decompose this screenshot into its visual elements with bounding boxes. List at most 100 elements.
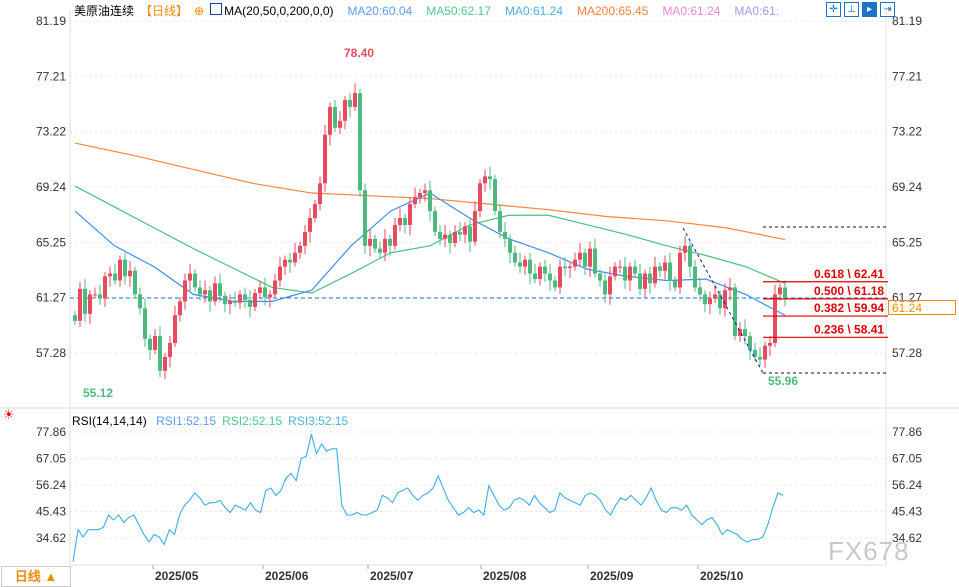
candle-body	[383, 238, 387, 253]
candle-body	[358, 93, 362, 191]
candle-body	[618, 266, 622, 268]
candle-body	[758, 356, 762, 360]
rsi-tick-right: 45.43	[892, 504, 922, 518]
candle-body	[368, 238, 372, 246]
candle-body	[553, 280, 557, 288]
price-tick-left: 77.21	[36, 69, 66, 83]
candle-body	[623, 266, 627, 281]
candle-body	[518, 262, 522, 267]
candle-body	[423, 190, 427, 194]
price-tick-right: 81.19	[892, 14, 922, 28]
fib-trend-line	[682, 227, 764, 374]
candle-body	[733, 287, 737, 337]
recent-low-label: 55.96	[768, 374, 798, 388]
candle-body	[768, 342, 772, 346]
candle-body	[98, 294, 102, 299]
ma-value: MA200:65.45	[576, 4, 649, 18]
candle-body	[188, 273, 192, 281]
candle-body	[588, 248, 592, 267]
candle-body	[738, 329, 742, 337]
candle-body	[363, 190, 367, 246]
candle-body	[133, 270, 137, 295]
candle-body	[713, 294, 717, 299]
candle-body	[143, 308, 147, 339]
candle-body	[103, 276, 107, 299]
candle-body	[313, 204, 317, 219]
candle-body	[348, 100, 352, 107]
candle-body	[273, 280, 277, 295]
candle-body	[718, 294, 722, 309]
rsi-value: RSI1:52.15	[156, 414, 217, 428]
candle-body	[203, 290, 207, 295]
crosshair-icon[interactable]: ✛	[826, 2, 841, 17]
candle-body	[378, 248, 382, 253]
candle-body	[388, 238, 392, 246]
price-tick-left: 57.28	[36, 346, 66, 360]
candle-body	[338, 120, 342, 128]
candle-body	[598, 273, 602, 281]
ma-value: MA50:62.17	[426, 4, 491, 18]
candle-body	[633, 266, 637, 274]
candle-body	[178, 301, 182, 316]
rsi-line	[72, 433, 784, 562]
candle-body	[463, 226, 467, 235]
candle-body	[783, 287, 787, 299]
price-tick-left: 69.24	[36, 180, 66, 194]
candle-body	[238, 294, 242, 303]
time-tick-label: 2025/10	[700, 569, 744, 583]
candle-body	[263, 287, 267, 298]
candle-body	[88, 294, 92, 314]
candle-body	[158, 336, 162, 371]
fit-icon[interactable]: ⊥	[844, 2, 859, 17]
candle-body	[283, 259, 287, 267]
rsi-tick-right: 67.05	[892, 451, 922, 465]
candle-body	[173, 315, 177, 343]
price-tick-right: 77.21	[892, 69, 922, 83]
period-button[interactable]: 日线 ▲	[1, 566, 71, 587]
rsi-tick-left: 77.86	[36, 425, 66, 439]
exit-icon[interactable]: ⇥	[880, 2, 895, 17]
high-label: 78.40	[344, 46, 374, 60]
candle-body	[408, 204, 412, 225]
candle-body	[253, 293, 257, 307]
candle-body	[288, 259, 292, 263]
candle-body	[743, 329, 747, 337]
candle-body	[83, 288, 87, 314]
rsi-tick-right: 34.62	[892, 531, 922, 545]
candle-body	[578, 252, 582, 260]
candle-body	[583, 252, 587, 267]
candle-body	[438, 231, 442, 239]
candle-body	[453, 231, 457, 244]
candle-body	[403, 218, 407, 225]
candle-body	[198, 287, 202, 295]
candle-body	[708, 298, 712, 305]
price-tick-left: 61.27	[36, 291, 66, 305]
candle-body	[593, 248, 597, 274]
candle-body	[293, 252, 297, 263]
candle-body	[513, 252, 517, 263]
candle-body	[418, 193, 422, 198]
candle-body	[138, 294, 142, 309]
candle-body	[523, 259, 527, 267]
candle-body	[653, 266, 657, 284]
candle-body	[93, 294, 97, 296]
time-tick-label: 2025/06	[265, 569, 309, 583]
candle-body	[213, 283, 217, 302]
candle-body	[528, 259, 532, 274]
rsi-tick-left: 56.24	[36, 478, 66, 492]
candle-body	[643, 273, 647, 289]
ma-indicator-icon[interactable]	[210, 3, 223, 15]
candle-body	[303, 231, 307, 246]
settings-icon[interactable]: ⊕	[194, 4, 205, 18]
period-label: 【日线】	[140, 4, 189, 18]
candle-body	[128, 270, 132, 277]
candle-body	[748, 336, 752, 350]
play-icon[interactable]: ▸	[862, 2, 877, 17]
candle-body	[468, 226, 472, 242]
ma-label: MA(20,50,0,200,0,0)	[224, 4, 334, 18]
candle-body	[473, 211, 477, 242]
candle-body	[723, 290, 727, 309]
indicator-sun-icon[interactable]: ☀	[3, 407, 15, 422]
candle-body	[773, 294, 777, 343]
